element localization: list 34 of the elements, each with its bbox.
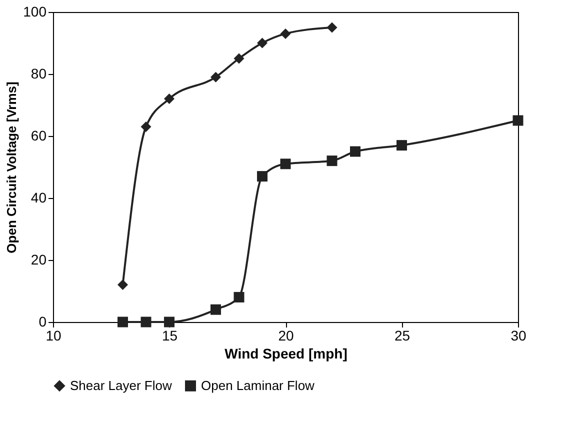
x-tick-label: 20 (278, 328, 294, 344)
y-tick-label: 0 (38, 314, 47, 330)
point (350, 146, 360, 157)
point (326, 22, 338, 33)
point (140, 121, 152, 132)
point (234, 292, 244, 302)
point (140, 316, 152, 328)
legend-label: Open Laminar Flow (201, 378, 316, 393)
point (326, 156, 338, 166)
x-axis-title: Wind Speed [mph] (224, 346, 348, 362)
point (257, 38, 268, 48)
point (396, 140, 407, 151)
point (280, 158, 291, 170)
point (280, 28, 291, 39)
x-tick-label: 15 (162, 328, 178, 344)
y-tick-label: 40 (30, 190, 47, 206)
y-tick-label: 80 (30, 66, 47, 82)
x-tick-label: 30 (510, 328, 526, 344)
point (234, 53, 244, 64)
point (210, 304, 221, 315)
point (164, 94, 174, 104)
y-tick-label: 100 (23, 4, 47, 20)
point (257, 171, 268, 182)
x-tick-label: 25 (394, 328, 410, 344)
point (210, 72, 221, 82)
point (164, 316, 174, 328)
point (118, 316, 128, 328)
x-tick-label: 10 (46, 328, 62, 344)
point (512, 115, 524, 126)
legend-label: Shear Layer Flow (70, 378, 172, 393)
y-tick-label: 60 (30, 128, 47, 144)
y-tick-label: 20 (30, 252, 47, 268)
point (118, 280, 128, 290)
y-axis-title: Open Circuit Voltage [Vrms] (4, 82, 20, 254)
